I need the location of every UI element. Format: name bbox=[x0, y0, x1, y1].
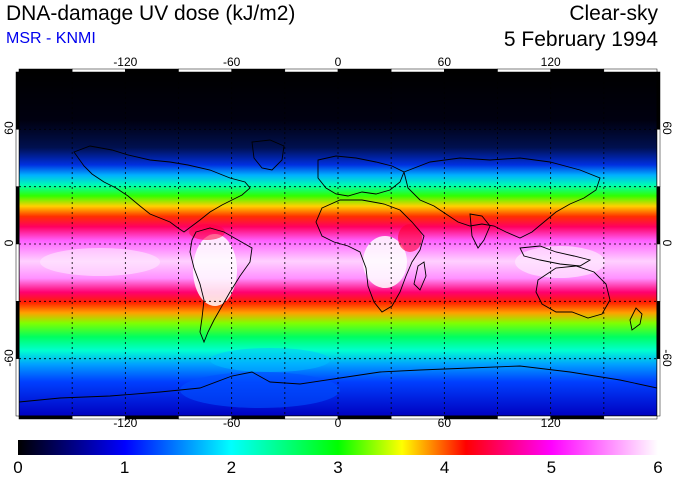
amazon-red-patch bbox=[189, 224, 225, 240]
coast-new-zealand bbox=[629, 307, 643, 331]
east-africa-red-patch bbox=[398, 224, 422, 252]
edge-bar bbox=[178, 68, 232, 73]
edge-bar bbox=[550, 68, 605, 73]
lat-tick-label-right: -60 bbox=[660, 348, 674, 367]
edge-bar bbox=[15, 71, 20, 130]
edge-bar bbox=[125, 68, 179, 73]
edge-bar bbox=[337, 415, 392, 420]
edge-bar bbox=[444, 68, 498, 73]
edge-bar bbox=[15, 129, 20, 187]
coast-indonesia bbox=[519, 245, 592, 267]
lon-tick-label-top: 0 bbox=[334, 55, 342, 69]
lon-tick-label-bottom: 60 bbox=[437, 416, 452, 430]
coast-south-america bbox=[189, 227, 253, 344]
edge-bar bbox=[15, 301, 20, 359]
edge-bar bbox=[284, 68, 339, 73]
edge-bar bbox=[656, 243, 661, 302]
colorbar bbox=[18, 440, 658, 455]
colorbar-tick-label: 4 bbox=[439, 458, 450, 477]
lon-tick-label-bottom: -120 bbox=[113, 416, 138, 430]
edge-bar bbox=[603, 415, 658, 420]
lon-tick-label-top: 120 bbox=[540, 55, 561, 69]
colorbar-tick-label: 6 bbox=[653, 458, 663, 477]
edge-bar bbox=[444, 415, 498, 420]
edge-bar bbox=[603, 68, 658, 73]
edge-bar bbox=[231, 68, 286, 73]
lat-tick-label-right: 60 bbox=[660, 121, 674, 135]
edge-bar bbox=[18, 415, 73, 420]
edge-bar bbox=[15, 243, 20, 302]
lat-tick-label-left: -60 bbox=[2, 348, 16, 367]
date-label: 5 February 1994 bbox=[503, 28, 658, 51]
colorbar-tick-label: 0 bbox=[13, 458, 23, 477]
edge-bar bbox=[18, 68, 73, 73]
colorbar-tick-label: 3 bbox=[333, 458, 343, 477]
grid-edge-bars bbox=[15, 68, 661, 420]
coastlines bbox=[19, 139, 657, 403]
edge-bar bbox=[656, 129, 661, 187]
edge-bar bbox=[15, 186, 20, 245]
edge-bar bbox=[656, 358, 661, 417]
lon-tick-label-top: -60 bbox=[222, 55, 241, 69]
coast-madagascar bbox=[413, 261, 427, 291]
coast-india bbox=[469, 213, 491, 249]
atlantic-high-dose bbox=[40, 248, 160, 276]
coast-antarctica bbox=[19, 365, 657, 403]
antarctic-blue bbox=[180, 372, 340, 408]
edge-bar bbox=[71, 68, 126, 73]
map-subtitle: MSR - KNMI bbox=[6, 30, 96, 47]
lat-tick-label-right: 0 bbox=[660, 239, 674, 247]
colorbar-tick-label: 5 bbox=[546, 458, 557, 477]
africa-high-dose bbox=[363, 236, 407, 288]
lon-tick-label-top: 60 bbox=[437, 55, 452, 69]
edge-bar bbox=[390, 68, 445, 73]
coast-asia bbox=[403, 157, 601, 239]
pacific-high-dose bbox=[515, 246, 605, 278]
coast-greenland bbox=[251, 139, 285, 171]
lat-tick-label-left: 0 bbox=[2, 239, 16, 247]
south-america-high-dose bbox=[193, 234, 237, 306]
edge-bar bbox=[390, 415, 445, 420]
coast-north-america bbox=[73, 145, 251, 233]
sky-condition-label: Clear-sky bbox=[569, 2, 658, 25]
edge-bar bbox=[337, 68, 392, 73]
map-title: DNA-damage UV dose (kJ/m2) bbox=[6, 2, 296, 25]
colorbar-tick-label: 2 bbox=[226, 458, 237, 477]
edge-bar bbox=[497, 68, 551, 73]
colorbar-tick-label: 1 bbox=[119, 458, 130, 477]
coast-australia bbox=[535, 265, 611, 319]
edge-bar bbox=[15, 358, 20, 417]
lon-tick-label-top: -120 bbox=[113, 55, 138, 69]
antarctic-cyan bbox=[210, 348, 330, 372]
lat-tick-label-left: 60 bbox=[2, 121, 16, 136]
lon-tick-label-bottom: 120 bbox=[540, 416, 561, 430]
lon-tick-label-bottom: 0 bbox=[334, 416, 342, 430]
coast-europe bbox=[317, 155, 405, 197]
lon-tick-label-bottom: -60 bbox=[222, 416, 241, 430]
edge-bar bbox=[284, 415, 339, 420]
lat-lon-grid bbox=[19, 72, 657, 416]
